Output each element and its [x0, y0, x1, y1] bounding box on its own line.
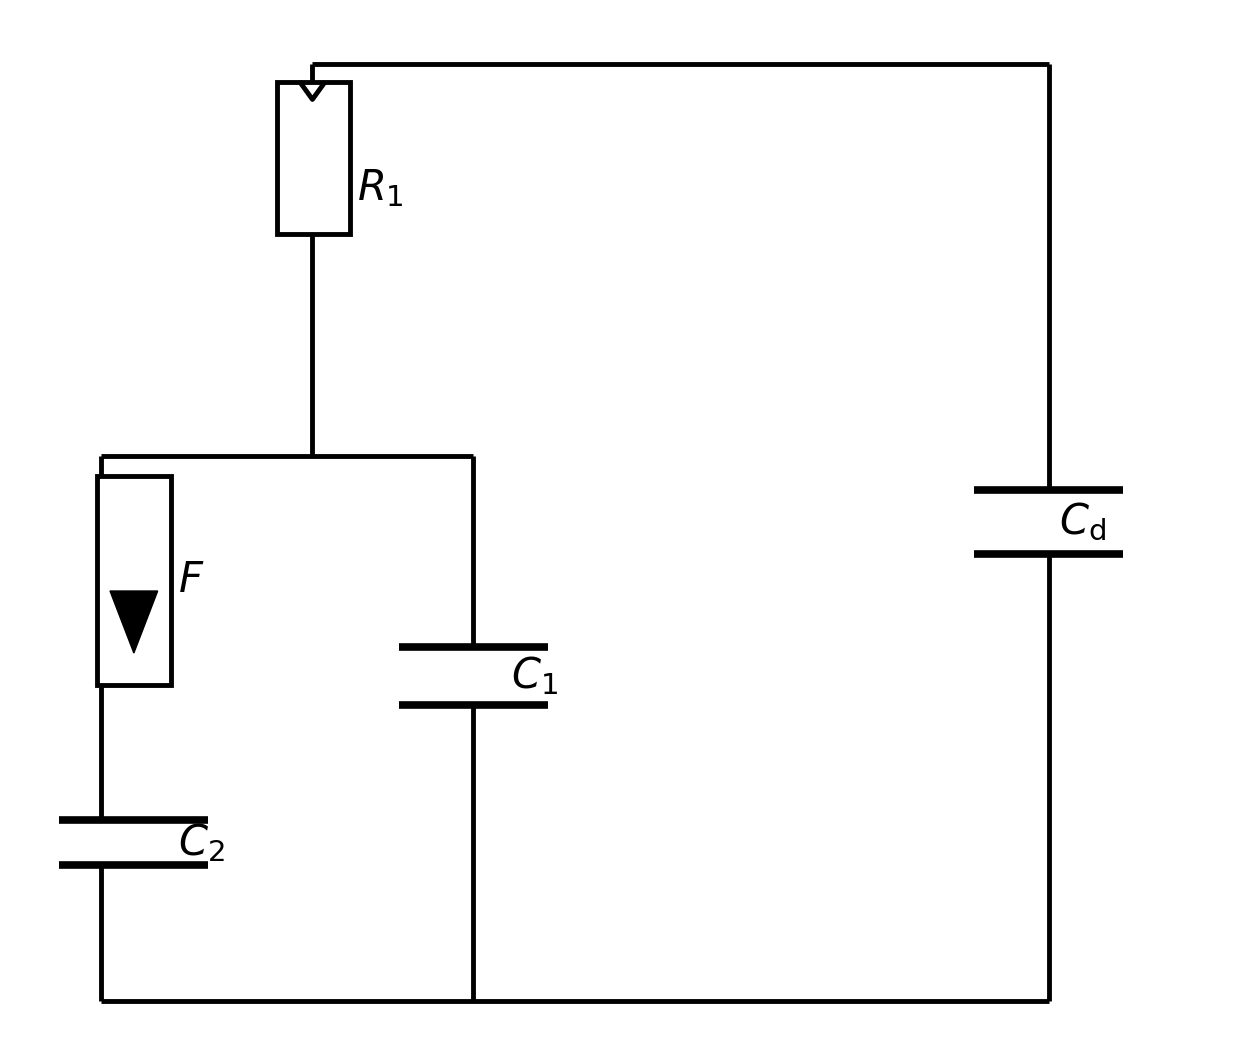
Polygon shape [110, 591, 157, 653]
Bar [277, 82, 350, 234]
Text: $R_1$: $R_1$ [357, 166, 404, 209]
Text: $F$: $F$ [179, 559, 205, 601]
Text: $C_{\mathrm{d}}$: $C_{\mathrm{d}}$ [1059, 501, 1106, 543]
Text: $C_2$: $C_2$ [179, 822, 226, 864]
Bar [97, 476, 171, 685]
Text: $C_1$: $C_1$ [511, 654, 558, 697]
